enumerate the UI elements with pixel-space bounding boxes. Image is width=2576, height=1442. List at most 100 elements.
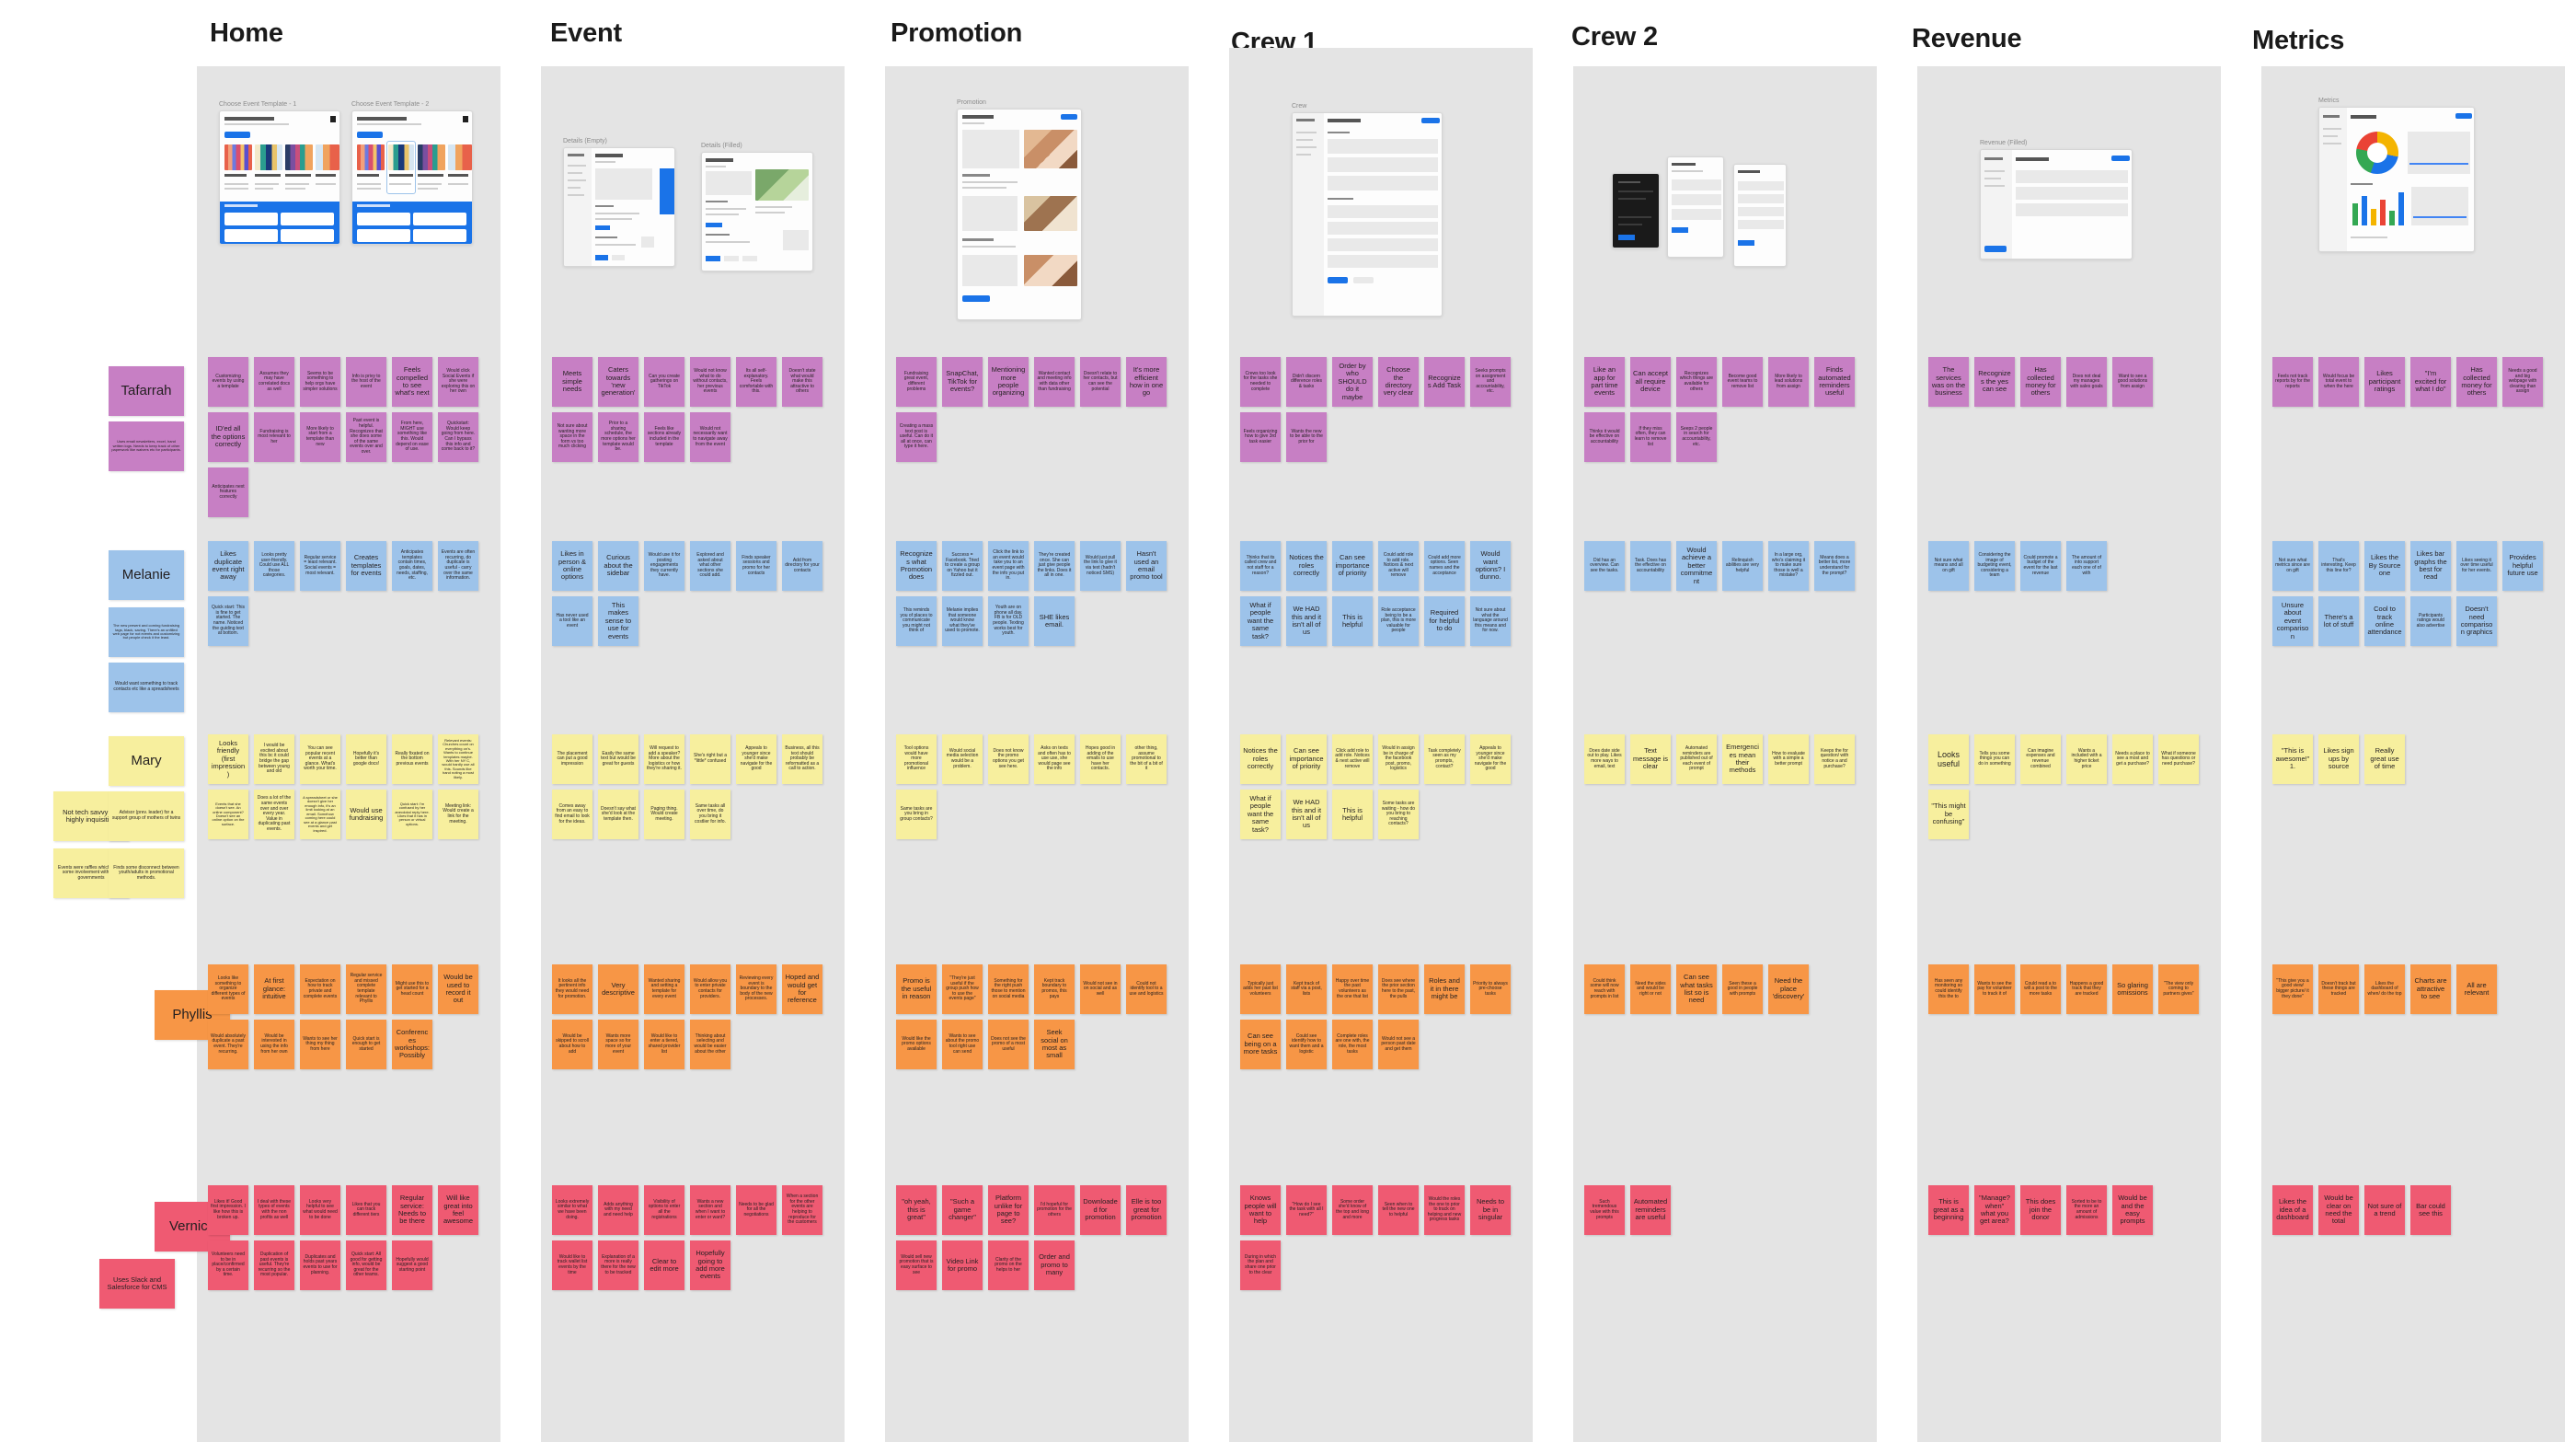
sticky-note[interactable]: Needs a place to see a most and get a pu…	[2112, 734, 2153, 784]
sticky-note[interactable]: Likes the By Source one	[2364, 541, 2405, 591]
sticky-note[interactable]: Would in assign be in charge of the face…	[1378, 734, 1419, 784]
sticky-note[interactable]: Would not see in on social and as well	[1080, 964, 1121, 1014]
sticky-note[interactable]: Can see importance of priority	[1286, 734, 1327, 784]
mock-metrics[interactable]	[2318, 107, 2475, 252]
sticky-note[interactable]: SnapChat, TikTok for events?	[942, 357, 983, 407]
mock-home-template-2[interactable]	[351, 110, 473, 245]
sticky-note[interactable]: Doesn't relate to her contacts, but can …	[1080, 357, 1121, 407]
sticky-note[interactable]: Emergencies mean their methods	[1722, 734, 1763, 784]
sticky-note[interactable]: Platform unlike for page to see?	[988, 1185, 1029, 1235]
sticky-note[interactable]: Order and promo to many	[1034, 1240, 1075, 1290]
sticky-note[interactable]: Very descriptive	[598, 964, 638, 1014]
sticky-note[interactable]: Recognizes Add Task	[1424, 357, 1465, 407]
sticky-note[interactable]: Would achieve a better commitment	[1676, 541, 1717, 591]
sticky-note[interactable]: Likes participant ratings	[2364, 357, 2405, 407]
sticky-note[interactable]: Meets simple needs	[552, 357, 592, 407]
sticky-note[interactable]: All are relevant	[2456, 964, 2497, 1014]
sticky-note[interactable]: Could not identify tool to a use and log…	[1126, 964, 1167, 1014]
sticky-note[interactable]: Likes sign ups by source	[2318, 734, 2359, 784]
sticky-note[interactable]: Has collected money for others	[2020, 357, 2061, 407]
sticky-note[interactable]: Appeals to younger since she'd make navi…	[736, 734, 776, 784]
sticky-note[interactable]: Wants a new section and when I want to e…	[690, 1185, 730, 1235]
sticky-note[interactable]: Relevant events: Churches count on every…	[438, 734, 478, 784]
sticky-note[interactable]: Likes bar graphs the best for read	[2410, 541, 2451, 591]
sticky-note[interactable]: Regular service and missed complete temp…	[346, 964, 386, 1014]
sticky-note[interactable]: Recognizes which things are available fo…	[1676, 357, 1717, 407]
sticky-note[interactable]: Does not know the promo options you get …	[988, 734, 1029, 784]
sticky-note[interactable]: Unsure about event comparison	[2272, 596, 2313, 646]
sticky-note[interactable]: Choose the directory very clear	[1378, 357, 1419, 407]
persona-name-melanie[interactable]: Melanie	[109, 550, 184, 600]
sticky-note[interactable]: Not sure of a trend	[2364, 1185, 2405, 1235]
sticky-note[interactable]: Automated reminders are published out of…	[1676, 734, 1717, 784]
sticky-note[interactable]: Its all self-explanatory. Feels comforta…	[736, 357, 776, 407]
sticky-note[interactable]: This reminds you of places to communicat…	[896, 596, 937, 646]
sticky-note[interactable]: Conferences workshops: Possibly	[392, 1020, 432, 1069]
sticky-note[interactable]: Same tasks are you bring in group contac…	[896, 790, 937, 839]
persona-note-tafarrah-3[interactable]: Uses email newsletters, excel, hand writ…	[109, 421, 184, 471]
sticky-note[interactable]: "This is awesome!" 1.	[2272, 734, 2313, 784]
sticky-note[interactable]: I deal with these types of events with t…	[254, 1185, 294, 1235]
sticky-note[interactable]: When a section for the other events are …	[782, 1185, 822, 1235]
sticky-note[interactable]: Needs to be glad for all the negotiation…	[736, 1185, 776, 1235]
sticky-note[interactable]: If they miss often, they can learn to re…	[1630, 412, 1671, 462]
sticky-note[interactable]: Task completely seen as my prompts, cont…	[1424, 734, 1465, 784]
sticky-note[interactable]: Wants to see her thing my thing from her…	[300, 1020, 340, 1069]
mock-event-details-empty[interactable]	[563, 147, 675, 267]
sticky-note[interactable]: The amount of into support each one of o…	[2066, 541, 2107, 591]
sticky-note[interactable]: Need the sides and would be right or not	[1630, 964, 1671, 1014]
sticky-note[interactable]: This does join the donor	[2020, 1185, 2061, 1235]
sticky-note[interactable]: Something for the right push those to me…	[988, 964, 1029, 1014]
sticky-note[interactable]: Looks useful	[1928, 734, 1969, 784]
sticky-note[interactable]: It's more efficient how in one go	[1126, 357, 1167, 407]
mock-home-template-1[interactable]	[219, 110, 340, 245]
sticky-note[interactable]: Tells you some things you can do in some…	[1974, 734, 2015, 784]
sticky-note[interactable]: Explored and asked about what other sect…	[690, 541, 730, 591]
mock-crew2-panel-2[interactable]	[1733, 164, 1787, 267]
sticky-note[interactable]: Tool options would have more promotional…	[896, 734, 937, 784]
sticky-note[interactable]: Video Link for promo	[942, 1240, 983, 1290]
mock-event-details-filled[interactable]	[701, 152, 813, 271]
sticky-note[interactable]: Need the place 'discovery'	[1768, 964, 1809, 1014]
sticky-note[interactable]: Can accept all require device	[1630, 357, 1671, 407]
sticky-note[interactable]: Typically just adds her past list volunt…	[1240, 964, 1281, 1014]
sticky-note[interactable]: Feels not track reports by for the repor…	[2272, 357, 2313, 407]
sticky-note[interactable]: Wanted contact and meeting info with dat…	[1034, 357, 1075, 407]
sticky-note[interactable]: We HAD this and it isn't all of us	[1286, 596, 1327, 646]
persona-note-mary-advisor[interactable]: Advisor (prev. leader) for a support gro…	[109, 791, 184, 841]
sticky-note[interactable]: Events that she doesn't see. An online c…	[208, 790, 248, 839]
sticky-note[interactable]: Some order she'd know of the top and lon…	[1332, 1185, 1373, 1235]
sticky-note[interactable]: Sorted to be to the more an amount of ad…	[2066, 1185, 2107, 1235]
sticky-note[interactable]: Hopes good in adding of the emails to us…	[1080, 734, 1121, 784]
sticky-note[interactable]: Seen these a good in people with prompts	[1722, 964, 1763, 1014]
sticky-note[interactable]: Can see what tasks list so is need	[1676, 964, 1717, 1014]
sticky-note[interactable]: Elle is too great for promotion	[1126, 1185, 1167, 1235]
sticky-note[interactable]: Priority to always pre-choose tasks	[1470, 964, 1511, 1014]
sticky-note[interactable]: Might use this to get started for a head…	[392, 964, 432, 1014]
sticky-note[interactable]: Wants the new to be able to the prior fo…	[1286, 412, 1327, 462]
persona-note-vernice-cms[interactable]: Uses Slack and Salesforce for CMS	[99, 1259, 175, 1309]
sticky-note[interactable]: Needs a good and big webpage with cleari…	[2502, 357, 2543, 407]
sticky-note[interactable]: Recognizes what Promotion does	[896, 541, 937, 591]
sticky-note[interactable]: Could think some will now reach with pro…	[1584, 964, 1625, 1014]
sticky-note[interactable]: Kept track boundary to promos, this pays	[1034, 964, 1075, 1014]
sticky-note[interactable]: Feels like sections already included in …	[644, 412, 684, 462]
sticky-note[interactable]: Not sure about what the language around …	[1470, 596, 1511, 646]
sticky-note[interactable]: What if people want the same task?	[1240, 596, 1281, 646]
sticky-note[interactable]: Youth are on phone all day. FB is for OL…	[988, 596, 1029, 646]
sticky-note[interactable]: Crews too look for the tasks she needed …	[1240, 357, 1281, 407]
sticky-note[interactable]: You can see popular recent events at a g…	[300, 734, 340, 784]
sticky-note[interactable]: Can see being on a more tasks	[1240, 1020, 1281, 1069]
sticky-note[interactable]: Would like to track wallet list events b…	[552, 1240, 592, 1290]
sticky-note[interactable]: Would click Social Events if she were ex…	[438, 357, 478, 407]
sticky-note[interactable]: Participants ratings would also advertis…	[2410, 596, 2451, 646]
sticky-note[interactable]: This makes sense to use for events	[598, 596, 638, 646]
sticky-note[interactable]: Likes duplicate event right away	[208, 541, 248, 591]
sticky-note[interactable]: Wanted sharing and setting a template fo…	[644, 964, 684, 1014]
sticky-note[interactable]: Quick start: I'm confused by her anecdot…	[392, 790, 432, 839]
sticky-note[interactable]: Provides helpful future use	[2502, 541, 2543, 591]
sticky-note[interactable]: Recognizes the yes can see	[1974, 357, 2015, 407]
sticky-note[interactable]: Quick start: All good for getting info, …	[346, 1240, 386, 1290]
sticky-note[interactable]: Seems to be something to help orgs have …	[300, 357, 340, 407]
sticky-note[interactable]: Would not know what to do without contac…	[690, 357, 730, 407]
